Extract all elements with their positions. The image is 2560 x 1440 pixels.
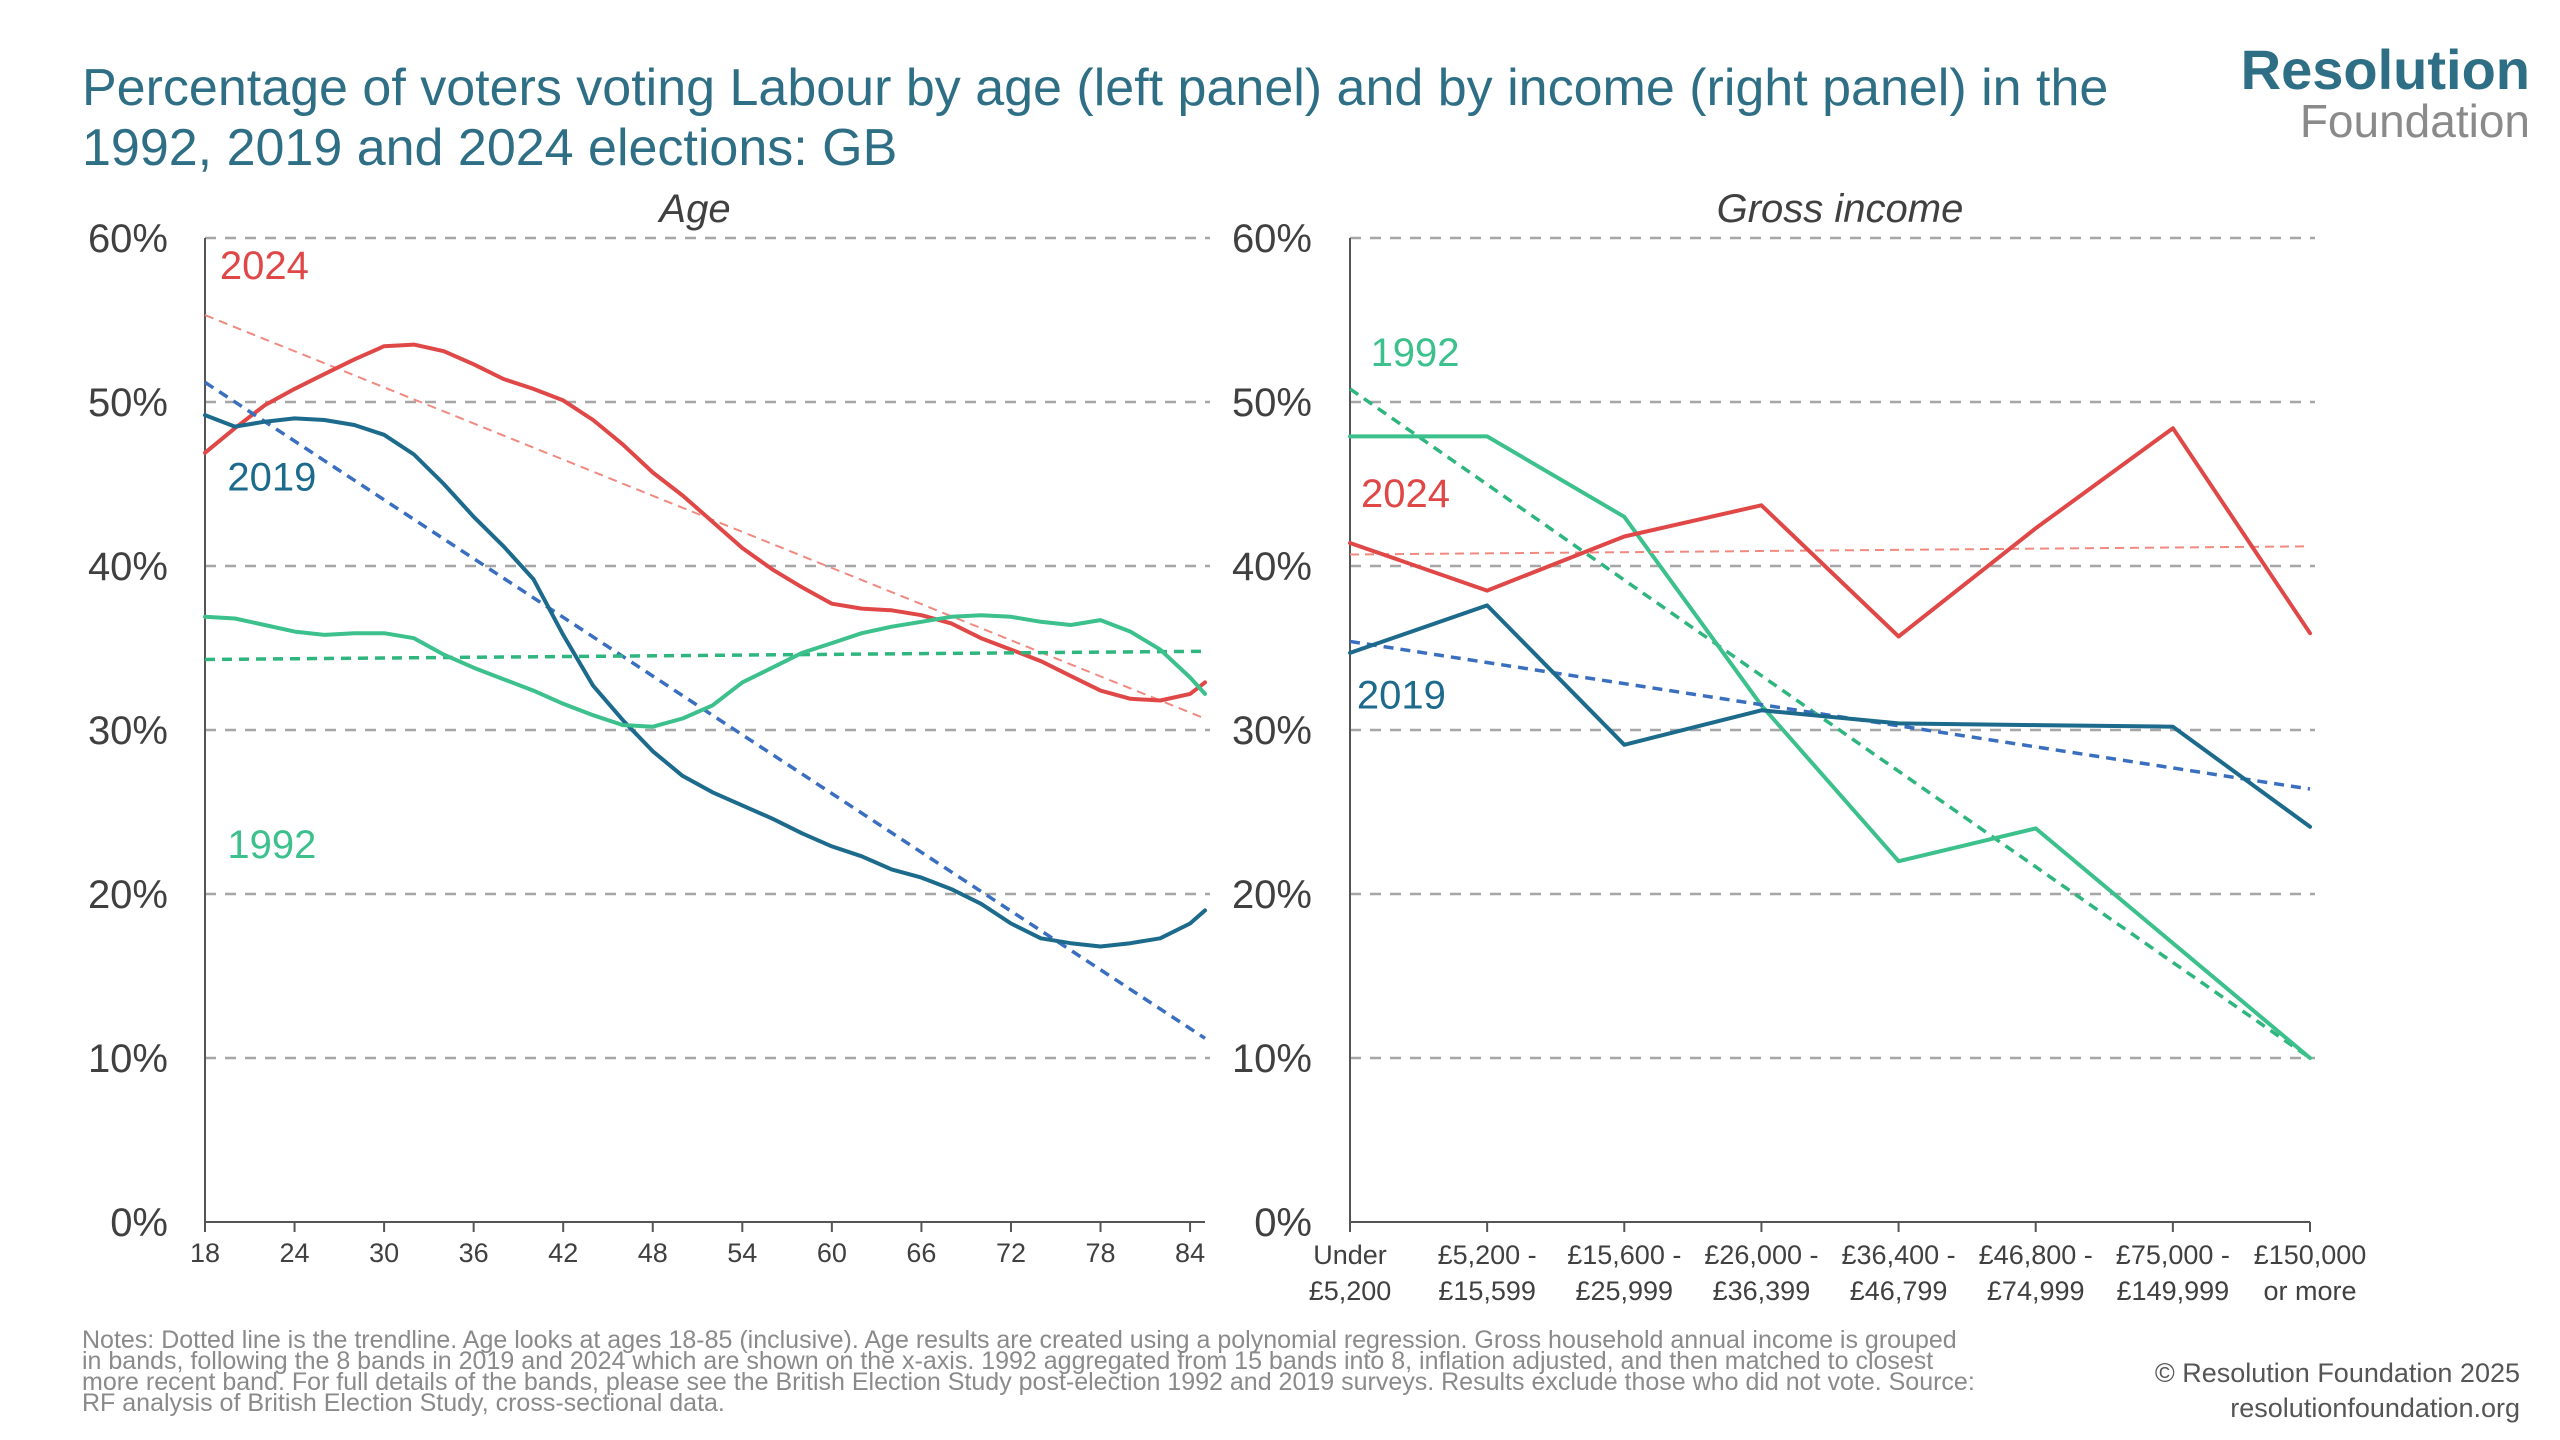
y-tick-label: 20% [1232,873,1312,917]
resolution-foundation-logo: Resolution Foundation [2240,38,2530,147]
x-tick-label: 72 [996,1238,1026,1268]
x-tick-label: 84 [1175,1238,1205,1268]
logo-sub-text: Foundation [2299,95,2530,147]
y-tick-label: 10% [1232,1037,1312,1081]
x-tick-label: £36,400 - [1842,1240,1956,1270]
y-tick-label: 40% [1232,545,1312,589]
trendline-2024 [1349,545,2311,556]
notes-line-3: more recent band. For full details of th… [82,1368,1975,1396]
y-tick-label: 60% [88,217,168,261]
x-tick-label: £5,200 - [1438,1240,1537,1270]
x-tick-label: £36,399 [1713,1276,1811,1306]
x-tick-label: £74,999 [1987,1276,2085,1306]
x-tick-label: £150,000 [2254,1240,2367,1270]
y-tick-label: 50% [88,381,168,425]
series-label-2024: 2024 [1361,472,1450,516]
trendline-1992 [204,649,1206,662]
y-tick-label: 60% [1232,217,1312,261]
y-tick-label: 0% [1254,1201,1312,1245]
series-line-1992 [203,613,1207,729]
y-tick-label: 20% [88,873,168,917]
x-tick-label: £15,600 - [1567,1240,1681,1270]
series-label-2019: 2019 [227,456,316,500]
x-tick-label: or more [2263,1276,2356,1306]
x-tick-label: £75,000 - [2116,1240,2230,1270]
panel-title: Age [657,187,730,231]
x-tick-label: 36 [459,1238,489,1268]
series-line-2019 [203,413,1207,949]
y-tick-label: 30% [1232,709,1312,753]
series-line-2024 [1348,426,2312,639]
chart-title: Percentage of voters voting Labour by ag… [82,59,2109,177]
notes-line-1: Notes: Dotted line is the trendline. Age… [82,1326,1957,1354]
website-text: resolutionfoundation.org [2230,1393,2520,1423]
logo-main-text: Resolution [2240,38,2530,101]
series-label-2019: 2019 [1357,674,1446,718]
series-line-2024 [203,342,1207,703]
y-tick-label: 10% [88,1037,168,1081]
x-tick-label: £5,200 [1309,1276,1392,1306]
y-tick-label: 30% [88,709,168,753]
x-tick-label: £149,999 [2117,1276,2230,1306]
x-tick-label: £26,000 - [1704,1240,1818,1270]
y-tick-label: 0% [110,1201,168,1245]
copyright-block: © Resolution Foundation 2025 resolutionf… [2155,1356,2520,1426]
x-tick-label: £15,599 [1438,1276,1536,1306]
x-tick-label: 30 [369,1238,399,1268]
series-label-1992: 1992 [227,823,316,867]
x-tick-label: 48 [638,1238,668,1268]
series-line-1992 [1348,434,2312,1060]
series-line-2019 [1348,603,2312,829]
x-tick-label: £46,800 - [1979,1240,2093,1270]
x-tick-label: 66 [906,1238,936,1268]
y-tick-label: 40% [88,545,168,589]
panel-title: Gross income [1717,187,1964,231]
x-tick-label: Under [1313,1240,1387,1270]
x-tick-label: £46,799 [1850,1276,1948,1306]
x-tick-label: £25,999 [1575,1276,1673,1306]
notes-line-4: RF analysis of British Election Study, c… [82,1389,725,1417]
notes-line-2: in bands, following the 8 bands in 2019 … [82,1347,1934,1375]
notes: Notes: Dotted line is the trendline. Age… [82,1326,2122,1417]
x-tick-label: 18 [190,1238,220,1268]
x-tick-label: 78 [1085,1238,1115,1268]
trendline-1992 [1348,387,2312,1060]
income-panel: Gross income 0% 10% 20% 30% 40% 50% 60% Under £5,… [1232,187,2366,1306]
y-tick-label: 50% [1232,381,1312,425]
age-panel: Age 0% 10% 20% 30% 40% 50% 60% 18 24 30 36 42 48 54 60 6… [88,187,1210,1268]
x-tick-label: 42 [548,1238,578,1268]
copyright-text: © Resolution Foundation 2025 [2154,1358,2520,1388]
x-tick-label: 54 [727,1238,757,1268]
series-label-1992: 1992 [1371,331,1460,375]
series-label-2024: 2024 [220,244,309,288]
x-tick-label: 60 [817,1238,847,1268]
x-tick-label: 24 [280,1238,310,1268]
